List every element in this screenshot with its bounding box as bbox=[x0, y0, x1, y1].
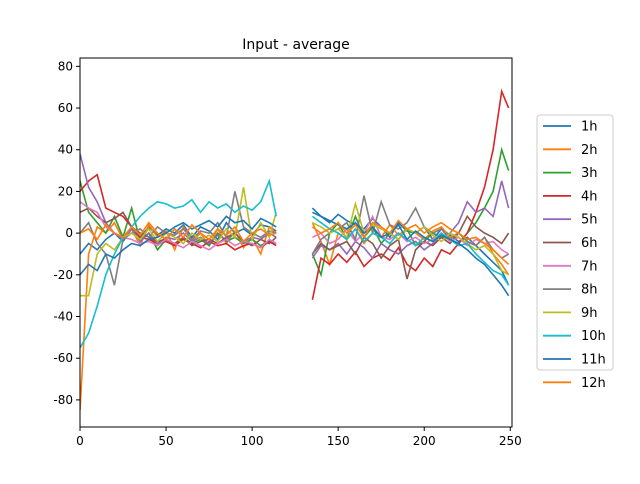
legend-box bbox=[536, 114, 614, 371]
y-tick-label: 20 bbox=[58, 184, 73, 198]
y-axis: -80 -60 -40 -20 0 20 40 60 80 bbox=[53, 59, 80, 407]
legend-label: 7h bbox=[581, 259, 598, 274]
y-tick-label: -20 bbox=[53, 268, 73, 282]
legend-label: 2h bbox=[581, 143, 598, 158]
x-tick-label: 250 bbox=[499, 434, 522, 448]
plot-frame bbox=[79, 57, 513, 428]
x-tick-label: 200 bbox=[413, 434, 436, 448]
chart-title: Input - average bbox=[242, 37, 350, 53]
legend: 1h 2h 3h 4h 5h 6h 7h 8h 9h 10h 11h 12h bbox=[536, 114, 614, 391]
x-tick-label: 50 bbox=[158, 434, 173, 448]
y-tick-label: -60 bbox=[53, 351, 73, 365]
legend-label: 3h bbox=[581, 166, 598, 181]
legend-label: 8h bbox=[581, 283, 598, 298]
legend-label: 6h bbox=[581, 236, 598, 251]
series-line-1h bbox=[80, 207, 510, 286]
legend-label: 4h bbox=[581, 189, 598, 204]
y-tick-label: 40 bbox=[58, 143, 73, 157]
y-tick-label: -80 bbox=[53, 393, 73, 407]
series-lines bbox=[80, 88, 510, 411]
legend-label: 1h bbox=[581, 120, 598, 135]
series-line-9h bbox=[80, 187, 510, 297]
series-line-4h bbox=[80, 88, 510, 300]
series-line-12h bbox=[80, 219, 510, 265]
legend-label: 9h bbox=[581, 306, 598, 321]
legend-label: 10h bbox=[581, 329, 606, 344]
y-tick-label: 0 bbox=[65, 226, 73, 240]
y-tick-label: -40 bbox=[53, 310, 73, 324]
series-line-10h bbox=[80, 178, 510, 349]
legend-label: 12h bbox=[581, 376, 606, 391]
x-axis: 0 50 100 150 200 250 bbox=[76, 427, 522, 448]
legend-label: 5h bbox=[581, 213, 598, 228]
legend-label: 11h bbox=[581, 353, 606, 368]
x-tick-label: 0 bbox=[76, 434, 84, 448]
series-line-11h bbox=[80, 211, 510, 297]
x-tick-label: 150 bbox=[327, 434, 350, 448]
x-tick-label: 100 bbox=[241, 434, 264, 448]
y-tick-label: 60 bbox=[58, 101, 73, 115]
y-tick-label: 80 bbox=[58, 59, 73, 73]
